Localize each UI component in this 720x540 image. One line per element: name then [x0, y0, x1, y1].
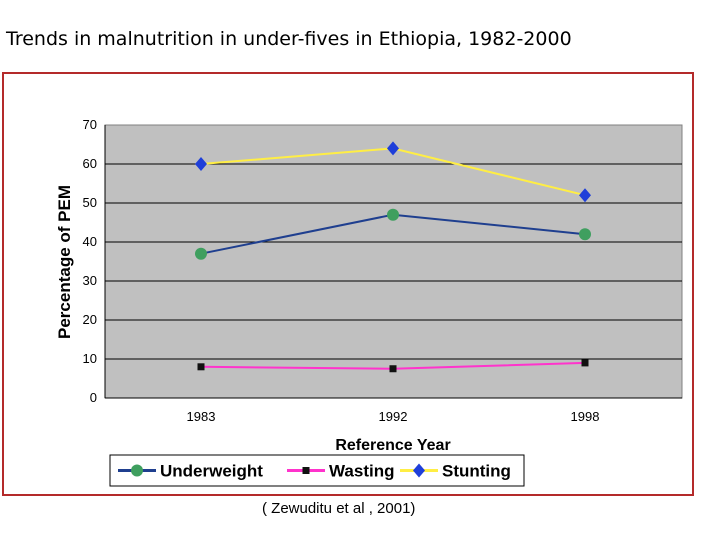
- stunting-legend-label: Stunting: [442, 462, 511, 481]
- underweight-point: [579, 228, 591, 241]
- stunting-point: [195, 157, 207, 171]
- wasting-point: [389, 365, 397, 373]
- x-tick-label: 1983: [187, 409, 216, 424]
- stunting-point: [387, 141, 399, 156]
- wasting-point: [197, 363, 205, 371]
- y-tick-label: 60: [83, 156, 97, 171]
- y-tick-label: 20: [83, 312, 97, 327]
- underweight-legend-label: Underweight: [160, 462, 263, 481]
- series-group: [195, 141, 591, 373]
- y-tick-label: 40: [83, 234, 97, 249]
- slide-title: Trends in malnutrition in under-fives in…: [6, 28, 572, 50]
- wasting-legend-marker: [302, 467, 310, 474]
- source-citation: ( Zewuditu et al , 2001): [262, 500, 416, 517]
- underweight-point: [387, 208, 399, 221]
- y-tick-label: 0: [90, 390, 97, 405]
- legend: Underweight Wasting Stunting: [109, 454, 525, 487]
- x-tick-label: 1998: [571, 409, 600, 424]
- y-tick-label: 70: [83, 117, 97, 132]
- wasting-point: [581, 359, 589, 367]
- y-axis-label: Percentage of PEM: [55, 185, 74, 339]
- y-tick-label: 50: [83, 195, 97, 210]
- plot-area: [104, 124, 683, 399]
- x-axis-ticks: 1983 1992 1998: [187, 409, 600, 424]
- x-tick-label: 1992: [379, 409, 408, 424]
- underweight-legend-marker: [131, 464, 143, 477]
- underweight-point: [195, 247, 207, 260]
- x-axis-label: Reference Year: [335, 437, 450, 454]
- stunting-point: [579, 188, 591, 203]
- wasting-legend-label: Wasting: [329, 462, 394, 481]
- y-tick-label: 30: [83, 273, 97, 288]
- y-tick-label: 10: [83, 351, 97, 366]
- y-axis-ticks: 0 10 20 30 40 50 60 70: [83, 117, 97, 405]
- stunting-legend-marker: [413, 463, 425, 478]
